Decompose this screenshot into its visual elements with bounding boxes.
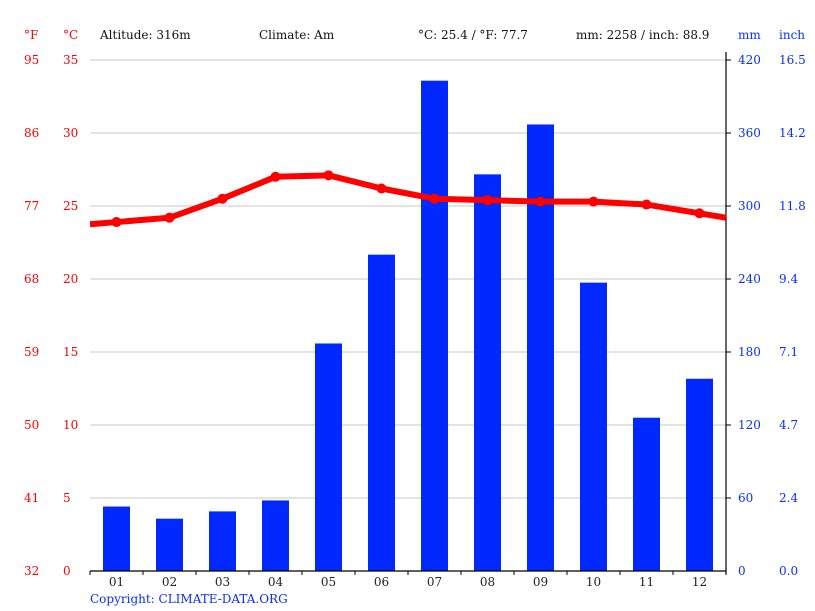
- month-label: 12: [692, 575, 707, 589]
- temperature-line: [89, 172, 727, 228]
- inch-tick: 11.8: [779, 199, 806, 213]
- temperature-point: [217, 193, 228, 204]
- mm-tick: 420: [738, 53, 761, 67]
- celsius-tick: 20: [63, 272, 79, 286]
- mm-unit-label: mm: [738, 28, 761, 42]
- temperature-point: [588, 196, 599, 207]
- mm-tick: 180: [738, 345, 761, 359]
- fahrenheit-unit-label: °F: [24, 28, 39, 42]
- celsius-tick: 25: [63, 199, 79, 213]
- celsius-tick: 0: [63, 564, 71, 578]
- precipitation-summary: mm: 2258 / inch: 88.9: [576, 28, 710, 42]
- inch-tick: 4.7: [779, 418, 799, 432]
- precipitation-bar: [368, 254, 395, 571]
- precipitation-bar: [633, 417, 660, 571]
- celsius-tick: 35: [63, 53, 79, 67]
- temperature-point: [429, 193, 440, 204]
- temperature-point: [270, 171, 281, 182]
- month-label: 10: [586, 575, 601, 589]
- month-label: 09: [533, 575, 548, 589]
- precipitation-bar: [156, 518, 183, 571]
- precipitation-bar: [421, 80, 448, 571]
- month-label: 07: [427, 575, 442, 589]
- month-label: 05: [321, 575, 336, 589]
- fahrenheit-tick: 95: [24, 53, 40, 67]
- temperature-point: [376, 183, 387, 194]
- fahrenheit-tick: 41: [24, 491, 40, 505]
- mm-tick: 120: [738, 418, 761, 432]
- inch-tick: 9.4: [779, 272, 799, 286]
- inch-tick: 7.1: [779, 345, 799, 359]
- inch-tick: 14.2: [779, 126, 806, 140]
- fahrenheit-tick: 77: [24, 199, 40, 213]
- precipitation-bar: [262, 500, 289, 571]
- temperature-point: [111, 217, 122, 228]
- month-label: 11: [639, 575, 654, 589]
- fahrenheit-tick: 68: [24, 272, 40, 286]
- inch-tick: 16.5: [779, 53, 806, 67]
- celsius-tick: 5: [63, 491, 71, 505]
- fahrenheit-tick: 50: [24, 418, 40, 432]
- precipitation-bar: [474, 174, 501, 571]
- fahrenheit-tick: 86: [24, 126, 40, 140]
- temperature-point: [694, 208, 705, 219]
- altitude-label: Altitude: 316m: [100, 28, 191, 42]
- climate-label: Climate: Am: [259, 28, 335, 42]
- mm-tick: 240: [738, 272, 761, 286]
- temperature-summary: °C: 25.4 / °F: 77.7: [418, 28, 528, 42]
- temperature-point: [641, 199, 652, 210]
- mm-tick: 60: [738, 491, 754, 505]
- fahrenheit-tick: 32: [24, 564, 40, 578]
- celsius-unit-label: °C: [63, 28, 79, 42]
- mm-tick: 300: [738, 199, 761, 213]
- month-label: 04: [268, 575, 284, 589]
- mm-tick: 0: [738, 564, 746, 578]
- copyright-link[interactable]: Copyright: CLIMATE-DATA.ORG: [90, 592, 288, 606]
- inch-tick: 0.0: [779, 564, 799, 578]
- month-label: 02: [162, 575, 177, 589]
- temperature-point: [482, 195, 493, 206]
- celsius-tick: 10: [63, 418, 79, 432]
- precipitation-bar: [686, 378, 713, 571]
- precipitation-bar: [103, 506, 130, 571]
- month-label: 08: [480, 575, 495, 589]
- month-label: 01: [109, 575, 124, 589]
- precipitation-bar: [580, 282, 607, 571]
- precipitation-bar: [527, 124, 554, 571]
- inch-tick: 2.4: [779, 491, 799, 505]
- inch-unit-label: inch: [779, 28, 806, 42]
- temperature-point: [323, 170, 334, 181]
- celsius-tick: 30: [63, 126, 79, 140]
- mm-tick: 360: [738, 126, 761, 140]
- precipitation-bar: [209, 511, 236, 571]
- month-label: 06: [374, 575, 389, 589]
- fahrenheit-tick: 59: [24, 345, 40, 359]
- temperature-point: [535, 196, 546, 207]
- precipitation-bar: [315, 343, 342, 571]
- temperature-point: [164, 212, 175, 223]
- month-label: 03: [215, 575, 230, 589]
- celsius-tick: 15: [63, 345, 79, 359]
